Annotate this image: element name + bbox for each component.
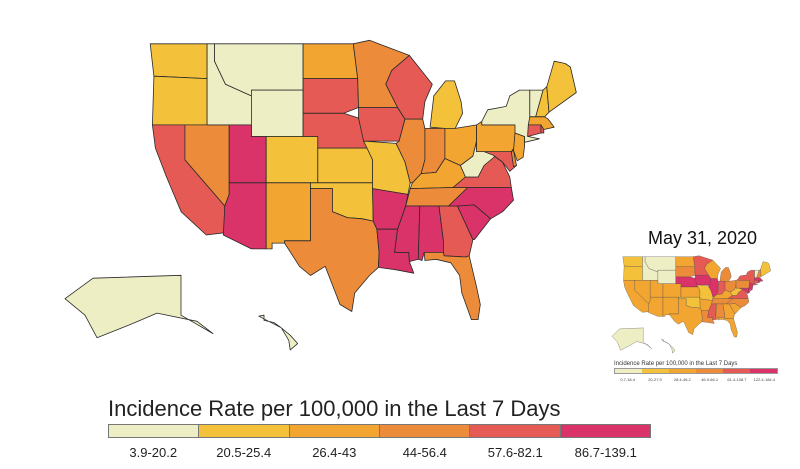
inset-state-mi	[719, 267, 732, 282]
main-state-nj	[513, 132, 525, 162]
main-state-sd	[302, 78, 359, 114]
inset-state-me	[760, 261, 771, 277]
inset-state-ct	[753, 280, 759, 284]
inset-state-ak	[611, 327, 652, 351]
main-state-fl	[423, 251, 481, 321]
legend-label-1: 3.9-20.2	[129, 445, 178, 460]
main-state-hi	[258, 314, 299, 351]
main-state-de	[510, 149, 517, 168]
inset-swatch-1	[615, 369, 642, 373]
inset-state-or	[623, 265, 643, 281]
inset-state-tx	[669, 298, 703, 335]
legend-label-2: 20.5-25.4	[216, 445, 272, 460]
main-state-ri	[540, 124, 545, 134]
inset-state-ks	[680, 286, 701, 298]
main-state-ks	[317, 147, 373, 184]
inset-legend-label-5: 61.4-108.7	[727, 377, 747, 382]
inset-swatch-2	[642, 369, 669, 373]
main-state-or	[151, 75, 208, 126]
legend-swatch-5	[470, 425, 561, 437]
inset-state-sd	[675, 266, 696, 278]
inset-swatch-5	[723, 369, 750, 373]
inset-state-nj	[748, 282, 753, 291]
main-state-me	[546, 60, 577, 113]
inset-legend-label-2: 20-27.9	[648, 377, 662, 382]
inset-state-fl	[717, 317, 738, 338]
inset-state-ia	[694, 275, 712, 286]
inset-swatch-4	[696, 369, 723, 373]
inset-legend-bar	[614, 368, 778, 374]
main-state-ct	[527, 124, 542, 137]
legend-labels: 3.9-20.2 20.5-25.4 26.4-43 44-56.4 57.6-…	[108, 445, 651, 460]
inset-legend-label-1: 0.7-18.4	[620, 377, 635, 382]
main-state-nm	[265, 182, 311, 250]
inset-state-wy	[657, 270, 676, 284]
inset-states	[611, 255, 771, 354]
inset-legend-label-6: 122.4-184.4	[753, 377, 775, 382]
inset-state-ms	[707, 303, 717, 321]
legend-label-4: 44-56.4	[402, 445, 447, 460]
main-state-mi	[429, 80, 464, 129]
inset-state-az	[648, 297, 664, 317]
legend-color-bar	[108, 424, 651, 438]
inset-state-hi	[661, 339, 676, 354]
main-state-ms	[394, 205, 421, 263]
inset-state-co	[662, 283, 682, 298]
main-state-wa	[149, 43, 208, 79]
main-state-wy	[250, 89, 304, 137]
inset-swatch-6	[750, 369, 777, 373]
inset-swatch-3	[669, 369, 696, 373]
legend-swatch-3	[289, 425, 380, 437]
legend-label-5: 57.6-82.1	[487, 445, 543, 460]
legend-swatch-2	[199, 425, 290, 437]
inset-state-nm	[662, 297, 679, 317]
legend-swatch-4	[379, 425, 471, 437]
inset-legend-labels: 0.7-18.4 20-27.9 28.4-46.2 46.9-66.1 61.…	[614, 377, 778, 382]
main-state-ia	[358, 107, 406, 142]
inset-date-label: May 31, 2020	[648, 228, 758, 248]
main-state-pa	[476, 121, 520, 153]
main-state-co	[265, 136, 319, 184]
inset-legend-title: Incidence Rate per 100,000 in the Last 7…	[614, 361, 738, 367]
main-state-tx	[284, 188, 380, 312]
main-states	[64, 39, 577, 351]
legend-label-6: 86.7-139.1	[574, 445, 637, 460]
legend-swatch-6	[560, 425, 650, 437]
main-state-nd	[302, 43, 359, 79]
inset-state-ri	[758, 280, 760, 283]
inset-state-nh	[756, 269, 762, 279]
inset-state-wa	[622, 256, 643, 267]
inset-legend-label-3: 28.4-46.2	[673, 377, 691, 382]
legend-swatch-1	[109, 425, 200, 437]
main-state-az	[222, 182, 267, 250]
legend-title: Incidence Rate per 100,000 in the Last 7…	[108, 396, 561, 421]
inset-state-nd	[675, 256, 695, 267]
inset-state-de	[748, 287, 751, 293]
inset-state-pa	[735, 279, 752, 289]
inset-legend-label-4: 46.9-66.1	[701, 377, 719, 382]
legend-label-3: 26.4-43	[312, 445, 357, 460]
main-state-ak	[64, 274, 214, 339]
main-state-nh	[535, 86, 550, 118]
